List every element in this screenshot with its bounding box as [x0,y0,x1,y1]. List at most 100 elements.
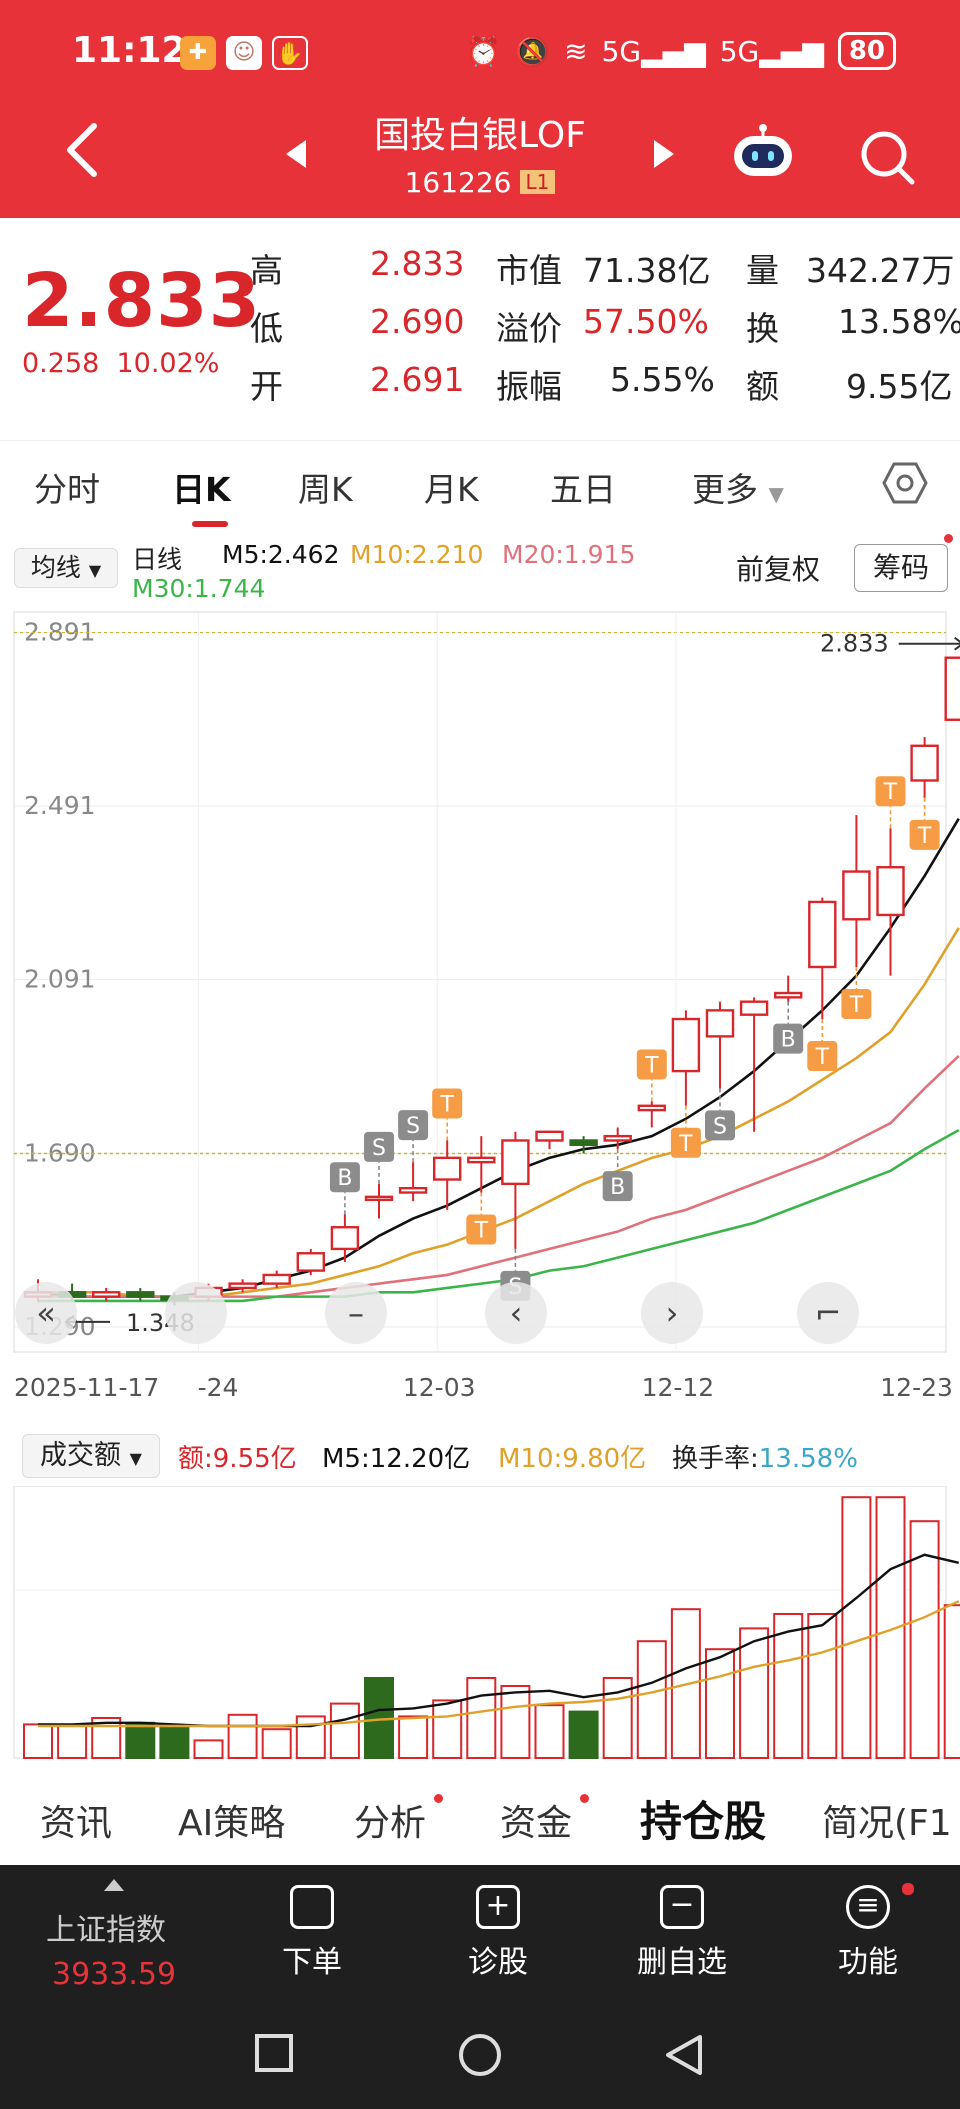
adjust-mode[interactable]: 前复权 [736,553,821,586]
tab-ai-strategy[interactable]: AI策略 [178,1803,286,1844]
chart-nav-button[interactable] [165,1282,227,1344]
volume-value: 342.27万 [806,251,955,290]
trade-marker [466,1214,497,1245]
volume-bar [398,1715,429,1760]
amplitude-value: 5.55% [610,360,715,399]
home-icon[interactable] [458,2033,502,2077]
trade-marker-label: S [713,1114,727,1139]
volume-amount: 额:9.55亿 [178,1444,297,1474]
trade-marker [773,1023,804,1054]
candle [569,1139,598,1147]
candle [330,1226,360,1251]
y-tick-label: 2.891 [24,618,96,647]
next-stock-icon[interactable] [654,140,674,168]
price-change: 0.258 10.02% [22,348,220,379]
recents-icon[interactable] [254,2033,294,2073]
tab-more[interactable]: 更多 ▼ [692,470,784,509]
tab-profile[interactable]: 简况(F1 [822,1803,952,1844]
ma5-value: M5:2.462 [222,540,340,569]
tab-monthly-k[interactable]: 月K [424,470,479,509]
tab-news[interactable]: 资讯 [40,1803,113,1844]
index-name[interactable]: 上证指数 [46,1913,166,1948]
trade-marker-label: T [815,1045,830,1070]
trade-marker [807,1041,838,1072]
trade-marker-label: T [474,1219,489,1244]
trade-marker-label: B [781,1028,796,1053]
tab-daily-k[interactable]: 日K [172,463,231,527]
volume-bar [261,1728,292,1759]
expand-up-icon[interactable] [104,1879,124,1891]
wifi-icon: ≋ [564,34,588,68]
menu-icon: ≡ [846,1885,890,1929]
ma-selector[interactable]: 均线 ▼ [14,548,118,588]
status-time: 11:12 [72,30,187,71]
trade-marker-label: S [406,1114,420,1139]
chart-nav-button[interactable]: ‹ [485,1282,547,1344]
volume-bar [807,1613,838,1759]
ma-line-m20 [38,1054,960,1298]
x-tick-label: 12-23 [880,1373,953,1402]
trade-marker-label: T [644,1053,659,1078]
candle [126,1291,155,1298]
y-tick-label: 2.091 [24,965,96,994]
premium-value: 57.50% [583,302,709,341]
trade-marker-label: T [439,1092,454,1117]
settings-icon[interactable] [882,460,928,506]
x-tick-label: 2025-11-17 [14,1373,159,1402]
candle [739,1000,769,1016]
high-value: 2.833 [370,244,465,283]
candle [467,1156,496,1164]
order-button[interactable]: 下单 [252,1885,372,1981]
ai-assistant-icon[interactable] [730,124,796,180]
chart-nav-button[interactable]: ⌐ [797,1282,859,1344]
trade-marker [705,1110,735,1141]
tab-intraday[interactable]: 分时 [34,470,100,509]
premium-label: 溢价 [496,309,562,348]
candle [228,1282,257,1290]
candle [944,656,960,721]
search-icon[interactable] [858,128,918,188]
mcap-label: 市值 [496,251,562,290]
volume-bar [227,1713,258,1760]
candle [705,1009,735,1038]
battery-icon: 80 [837,32,896,70]
tab-analysis[interactable]: 分析 [354,1803,427,1844]
period-tabs: 分时 日K 周K 月K 五日 更多 ▼ [0,440,960,527]
tab-holdings[interactable]: 持仓股 [640,1797,767,1846]
volume-bar [432,1699,463,1760]
chart-nav-button[interactable]: « [15,1282,77,1344]
volume-bar [943,1604,960,1759]
notification-dot [580,1794,589,1803]
function-button[interactable]: ≡ 功能 [808,1885,928,1981]
amount-value: 9.55亿 [846,367,953,406]
chips-button[interactable]: 筹码 [854,544,948,592]
trade-marker [432,1088,463,1119]
remove-watchlist-button[interactable]: − 删自选 [637,1885,727,1980]
ma-legend-bar: 均线 ▼ 日线 M5:2.462 M10:2.210 M20:1.915 M30… [0,530,960,610]
back-icon[interactable] [60,120,104,180]
app-notification-icon: ✚ [180,36,216,70]
back-nav-icon[interactable] [664,2033,704,2077]
candle [842,870,871,921]
prev-stock-icon[interactable] [286,140,306,168]
app-header: 11:12 ✚ ☺ ✋ ⏰ 🔕 ≋ 5G▂▄▆ 5G▂▄▆ 80 国投白银LOF… [0,0,960,218]
volume-bar [91,1717,122,1759]
tab-funds[interactable]: 资金 [500,1803,573,1844]
volume-bar [329,1702,360,1759]
order-icon [290,1885,334,1929]
trade-marker [398,1110,429,1141]
chart-nav-button[interactable]: – [325,1282,387,1344]
tab-five-day[interactable]: 五日 [550,470,616,509]
ma10-value: M10:2.210 [350,540,484,569]
volume-selector[interactable]: 成交额 ▼ [22,1434,160,1478]
diagnose-button[interactable]: + 诊股 [438,1885,558,1981]
candle [398,1186,428,1194]
trade-marker-label: T [917,824,932,849]
x-tick-label: -24 [198,1373,239,1402]
candle [603,1134,632,1142]
x-tick-label: 12-03 [403,1373,476,1402]
low-value: 2.690 [370,302,465,341]
kline-chart[interactable]: 2.8912.4912.0911.6901.290BSSTTSBTTSBTTTT… [0,608,960,1408]
chart-nav-button[interactable]: › [641,1282,703,1344]
tab-weekly-k[interactable]: 周K [298,470,353,509]
